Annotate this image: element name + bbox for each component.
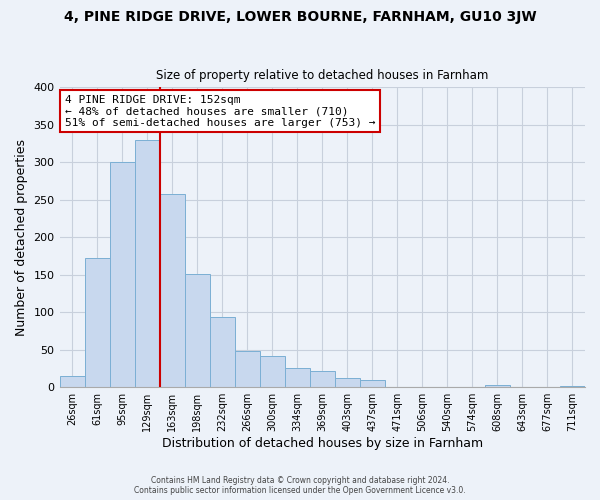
Bar	[285, 368, 310, 387]
Bar	[209, 318, 235, 387]
Bar	[485, 385, 510, 387]
Y-axis label: Number of detached properties: Number of detached properties	[15, 139, 28, 336]
Bar	[160, 194, 185, 387]
X-axis label: Distribution of detached houses by size in Farnham: Distribution of detached houses by size …	[162, 437, 483, 450]
Bar	[235, 351, 260, 387]
Bar	[134, 140, 160, 387]
Bar	[335, 378, 360, 387]
Text: Contains HM Land Registry data © Crown copyright and database right 2024.
Contai: Contains HM Land Registry data © Crown c…	[134, 476, 466, 495]
Bar	[260, 356, 285, 387]
Bar	[59, 376, 85, 387]
Text: 4 PINE RIDGE DRIVE: 152sqm
← 48% of detached houses are smaller (710)
51% of sem: 4 PINE RIDGE DRIVE: 152sqm ← 48% of deta…	[65, 95, 375, 128]
Text: 4, PINE RIDGE DRIVE, LOWER BOURNE, FARNHAM, GU10 3JW: 4, PINE RIDGE DRIVE, LOWER BOURNE, FARNH…	[64, 10, 536, 24]
Bar	[310, 370, 335, 387]
Bar	[185, 274, 209, 387]
Title: Size of property relative to detached houses in Farnham: Size of property relative to detached ho…	[156, 69, 488, 82]
Bar	[110, 162, 134, 387]
Bar	[360, 380, 385, 387]
Bar	[560, 386, 585, 387]
Bar	[85, 258, 110, 387]
